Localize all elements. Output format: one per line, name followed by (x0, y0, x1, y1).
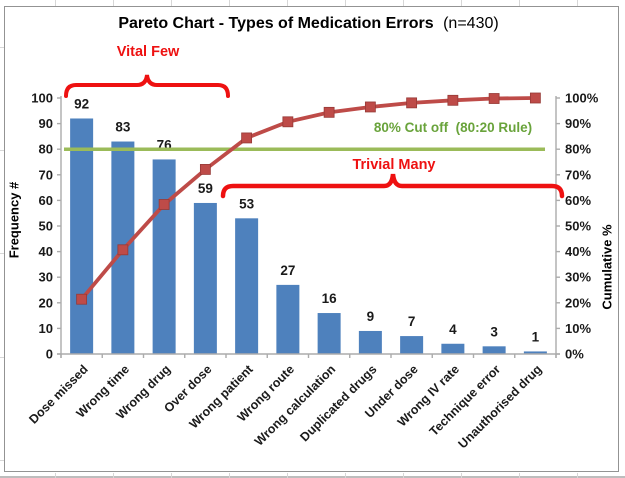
trivial-many-bracket (220, 173, 565, 199)
right-axis-tick-label: 40% (565, 244, 591, 259)
left-axis-tick-label: 70 (39, 167, 53, 182)
bar-value-label: 3 (490, 324, 498, 339)
sheet-gridline (577, 0, 578, 6)
right-axis-title: Cumulative % (599, 224, 615, 310)
bar-duplicated-drugs (358, 330, 382, 354)
bar-value-label: 27 (280, 263, 295, 278)
sheet-gridline (229, 0, 230, 6)
bar-wrong-calculation (317, 313, 341, 354)
left-axis-tick-label: 0 (46, 347, 53, 362)
cumulative-point (529, 92, 541, 104)
sheet-gridline (461, 0, 462, 6)
left-axis-tick-label: 60 (39, 193, 53, 208)
trivial-many-label: Trivial Many (352, 157, 436, 173)
left-axis-tick-label: 50 (39, 219, 53, 234)
right-axis-tick-label: 100% (565, 91, 599, 106)
sheet-gridline (0, 150, 4, 151)
left-axis-tick-label: 10 (39, 321, 53, 336)
sheet-gridline (287, 0, 288, 6)
cumulative-point (76, 293, 88, 305)
cumulative-point (488, 93, 500, 104)
bar-wrong-drug (152, 159, 176, 354)
cumulative-point (117, 244, 129, 256)
bar-value-label: 7 (408, 314, 416, 329)
vital-few-label: Vital Few (116, 44, 180, 60)
cumulative-line (80, 96, 536, 301)
category-label: Duplicated drugs (297, 362, 379, 444)
cumulative-point (158, 199, 170, 210)
left-axis-tick-label: 80 (39, 142, 53, 157)
sheet-gridline (0, 47, 4, 48)
right-axis-tick-label: 80% (565, 142, 591, 157)
bar-value-label: 92 (74, 96, 89, 111)
right-axis-tick-label: 50% (565, 219, 591, 234)
category-label: Unauthorised drug (456, 362, 545, 451)
sheet-gridline (0, 357, 4, 358)
sheet-gridline (171, 473, 172, 478)
bar-wrong-route (276, 284, 300, 354)
sheet-gridline (403, 0, 404, 6)
bar-over-dose (193, 202, 217, 354)
sheet-gridline (519, 0, 520, 6)
cumulative-point (241, 132, 253, 144)
sheet-gridline (577, 473, 578, 478)
bar-technique-error (482, 346, 506, 354)
bar-wrong-patient (235, 218, 259, 354)
sheet-gridline (0, 460, 4, 461)
bar-value-label: 1 (532, 329, 540, 344)
sheet-gridline (229, 473, 230, 478)
sheet-gridline (403, 473, 404, 478)
bar-value-label: 59 (198, 181, 213, 196)
sheet-gridline (287, 473, 288, 478)
cumulative-point (447, 94, 459, 106)
chart-title: Pareto Chart - Types of Medication Error… (0, 15, 617, 33)
chart-title-text: Pareto Chart - Types of Medication Error… (118, 15, 434, 32)
sheet-gridline (171, 0, 172, 6)
right-axis-tick-label: 30% (565, 270, 591, 285)
right-axis-tick-label: 60% (565, 193, 591, 208)
left-axis-tick-label: 40 (39, 244, 53, 259)
sheet-gridline (0, 476, 625, 478)
cumulative-point (323, 106, 335, 118)
bar-under-dose (400, 336, 424, 354)
bar-dose-missed (70, 118, 94, 354)
sheet-gridline (55, 0, 56, 6)
left-axis-title: Frequency # (6, 181, 22, 259)
bar-value-label: 4 (449, 322, 457, 337)
right-axis-tick-label: 90% (565, 116, 591, 131)
sheet-gridline (345, 473, 346, 478)
vital-few-bracket (64, 74, 230, 98)
cumulative-point (364, 101, 376, 113)
bar-wrong-iv-rate (441, 343, 465, 354)
bar-value-label: 53 (239, 196, 255, 211)
bar-value-label: 16 (322, 291, 338, 306)
cutoff-rule-label: 80% Cut off (80:20 Rule) (373, 120, 533, 135)
bar-value-label: 83 (115, 120, 131, 135)
bar-value-label: 9 (367, 309, 375, 324)
sheet-gridline (0, 253, 4, 254)
cumulative-point (282, 116, 294, 128)
left-axis-tick-label: 30 (39, 270, 53, 285)
left-axis-tick-label: 90 (39, 116, 53, 131)
right-axis-tick-label: 70% (565, 167, 591, 182)
sheet-gridline (113, 473, 114, 478)
bar-unauthorised-drug (523, 351, 547, 354)
sheet-gridline (461, 473, 462, 478)
right-axis-tick-label: 10% (565, 321, 591, 336)
chart-title-sample-size: (n=430) (443, 15, 499, 32)
right-axis-tick-label: 0% (565, 347, 584, 362)
sheet-gridline (519, 473, 520, 478)
right-axis-tick-label: 20% (565, 295, 591, 310)
category-label: Technique error (427, 362, 504, 439)
left-axis-tick-label: 20 (39, 295, 53, 310)
cumulative-point (199, 164, 211, 175)
sheet-gridline (113, 0, 114, 6)
sheet-gridline (345, 0, 346, 6)
sheet-gridline (55, 473, 56, 478)
cumulative-point (406, 97, 418, 109)
left-axis-tick-label: 100 (31, 91, 53, 106)
